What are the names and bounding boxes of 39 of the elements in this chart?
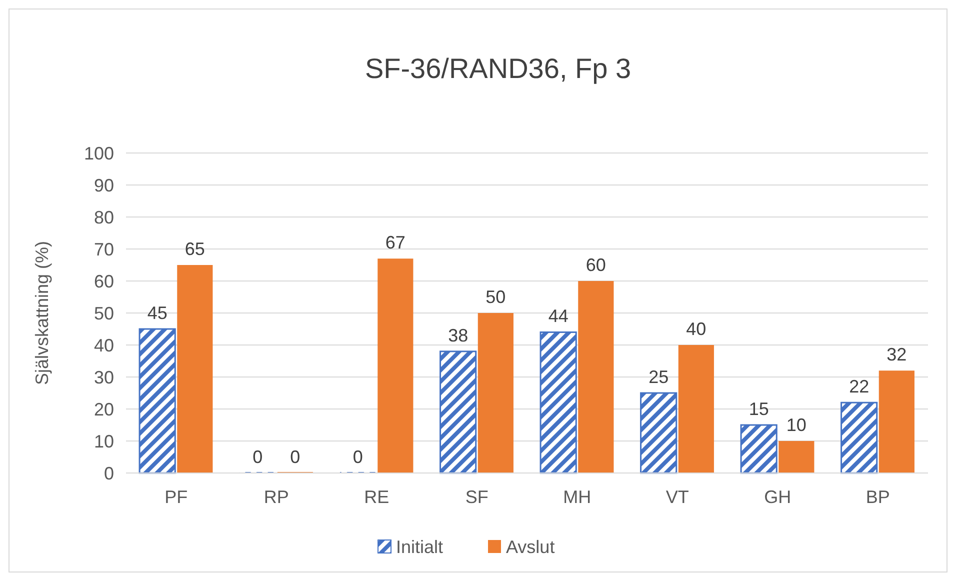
x-tick-label: PF	[164, 487, 188, 507]
y-tick-label: 60	[94, 271, 114, 292]
data-label: 45	[147, 303, 168, 323]
data-label: 67	[385, 232, 406, 253]
data-label: 25	[648, 367, 669, 387]
data-label: 50	[486, 287, 506, 307]
data-label: 38	[448, 325, 468, 346]
data-label: 10	[786, 415, 806, 435]
data-label: 0	[352, 447, 363, 467]
y-tick-label: 80	[94, 207, 114, 228]
data-label: 60	[586, 255, 606, 275]
x-tick-label: GH	[764, 487, 792, 507]
data-label: 44	[548, 306, 568, 326]
data-label: 0	[290, 447, 300, 467]
data-label: 15	[748, 399, 769, 419]
data-label: 32	[886, 344, 907, 365]
x-tick-label: RE	[364, 487, 390, 507]
x-tick-label: VT	[666, 487, 689, 507]
y-tick-label: 20	[94, 399, 114, 420]
y-tick-label: 10	[94, 431, 114, 452]
x-tick-label: MH	[563, 487, 592, 507]
y-tick-label: 70	[94, 239, 114, 260]
x-tick-label: SF	[465, 487, 488, 507]
legend-label: Initialt	[396, 537, 444, 557]
y-tick-label: 90	[94, 175, 114, 196]
y-tick-label: 40	[94, 335, 114, 356]
legend-label: Avslut	[506, 537, 555, 557]
y-axis-title: Självskattning (%)	[32, 240, 52, 386]
x-tick-label: RP	[264, 487, 289, 507]
data-label: 65	[184, 239, 205, 259]
x-tick-label: BP	[866, 487, 890, 507]
y-tick-label: 30	[94, 367, 114, 388]
y-tick-label: 0	[104, 463, 114, 484]
data-label: 22	[849, 376, 870, 397]
y-tick-label: 50	[94, 303, 114, 324]
data-label: 0	[252, 447, 263, 467]
data-label: 40	[686, 319, 706, 339]
chart-title: SF-36/RAND36, Fp 3	[364, 53, 632, 84]
y-tick-label: 100	[84, 143, 114, 164]
